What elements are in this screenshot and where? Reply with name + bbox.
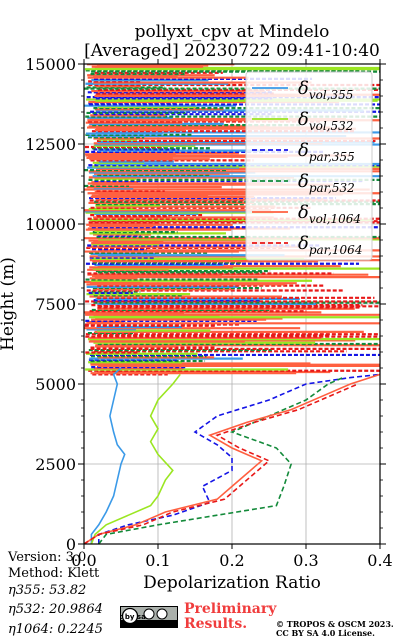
- version-text: Version: 3.0: [8, 550, 87, 565]
- eta355-text: η355: 53.82: [8, 583, 87, 598]
- series-line: [98, 373, 380, 544]
- y-tick-label: 5000: [35, 375, 76, 394]
- method-text: Method: Klett: [8, 566, 100, 581]
- legend: δvol,355 δvol,532 δpar,355 δpar,532 δvol,106…: [245, 71, 373, 261]
- series-layer: [84, 367, 380, 544]
- preliminary-line1: Preliminary: [184, 601, 277, 617]
- copyright: © TROPOS & OSCM 2023. CC BY SA 4.0 Licen…: [276, 620, 394, 638]
- series-line: [90, 373, 181, 544]
- y-tick-label: 0: [66, 535, 76, 554]
- x-tick-label: 0.1: [145, 551, 170, 570]
- x-axis-label: Depolarization Ratio: [143, 573, 321, 593]
- y-tick-label: 10000: [25, 215, 76, 234]
- y-tick-label: 2500: [35, 455, 76, 474]
- x-tick-label: 0.4: [367, 551, 392, 570]
- x-tick-label: 0.2: [219, 551, 244, 570]
- chart-title-line2: [Averaged] 20230722 09:41-10:40: [84, 41, 380, 61]
- legend-label: δvol,355: [298, 78, 353, 102]
- preliminary-notice: Preliminary Results.: [184, 602, 276, 632]
- series-line: [84, 373, 380, 544]
- preliminary-line2: Results.: [184, 616, 248, 632]
- copyright-line2: CC BY SA 4.0 License.: [276, 628, 375, 638]
- series-line: [98, 376, 344, 544]
- cc-license-label: cc by sa: [121, 613, 146, 621]
- y-axis-label: Height (m): [0, 257, 18, 351]
- x-tick-label: 0.3: [293, 551, 318, 570]
- cc-license-icon: cc by sa: [114, 606, 178, 628]
- y-tick-label: 15000: [25, 55, 76, 74]
- copyright-line1: © TROPOS & OSCM 2023.: [276, 619, 394, 629]
- legend-label: δpar,355: [298, 140, 355, 164]
- legend-label: δvol,532: [298, 109, 353, 133]
- series-line: [90, 367, 126, 544]
- chart-title-line1: pollyxt_cpv at Mindelo: [134, 22, 330, 42]
- eta1064-text: η1064: 0.2245: [8, 622, 103, 637]
- y-tick-label: 12500: [25, 135, 76, 154]
- axis-ticks: 0.0 0.1 0.2 0.3 0.4 0 2500 5000 7500 10000 12500 15…: [25, 55, 393, 570]
- y-tick-label: 7500: [35, 295, 76, 314]
- series-line: [84, 383, 359, 544]
- legend-label: δpar,532: [298, 171, 355, 195]
- legend-label: δpar,1064: [298, 233, 362, 257]
- legend-label: δvol,1064: [298, 202, 361, 226]
- x-tick-label: 0.0: [71, 551, 96, 570]
- eta532-text: η532: 20.9864: [8, 602, 103, 617]
